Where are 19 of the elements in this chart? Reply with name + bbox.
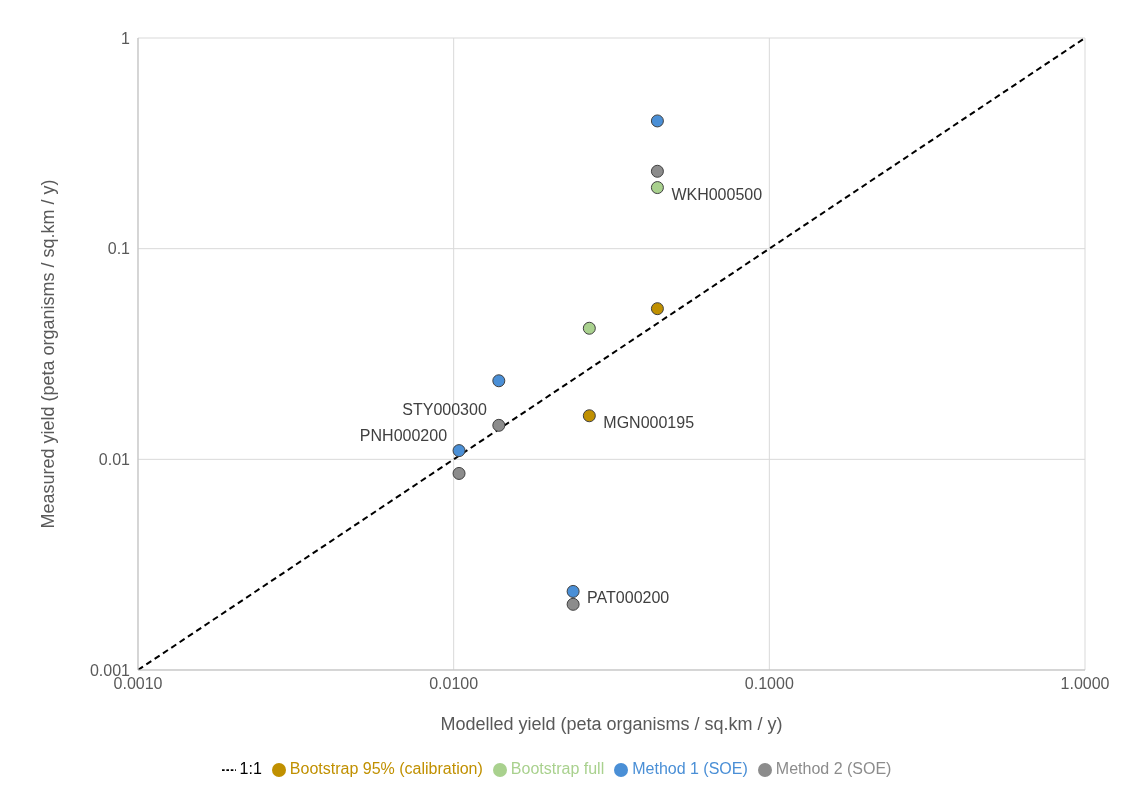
legend-label: 1:1: [239, 760, 262, 777]
y-tick-label: 1: [121, 29, 131, 47]
legend-label: Bootstrap 95% (calibration): [289, 760, 483, 777]
annotation: STY000300: [402, 401, 487, 419]
legend-label: Method 1 (SOE): [632, 760, 748, 777]
annotation: PAT000200: [587, 589, 670, 607]
legend-label: Bootstrap full: [510, 760, 605, 777]
y-axis-title: Measured yield (peta organisms / sq.km / y): [38, 179, 59, 529]
y-tick-label: 0.1: [107, 240, 131, 258]
y-tick-label: 0.01: [98, 451, 131, 469]
x-tick-label: 0.0010: [113, 675, 163, 693]
annotation: WKH000500: [671, 185, 763, 203]
legend-label: Method 2 (SOE): [775, 760, 892, 777]
x-tick-label: 0.1000: [744, 675, 794, 693]
x-tick-label: 1.0000: [1060, 675, 1110, 693]
annotation: MGN000195: [603, 413, 695, 431]
x-tick-label: 0.0100: [429, 675, 479, 693]
annotation: PNH000200: [359, 426, 448, 444]
x-axis-title: Modelled yield (peta organisms / sq.km / y): [440, 714, 783, 734]
